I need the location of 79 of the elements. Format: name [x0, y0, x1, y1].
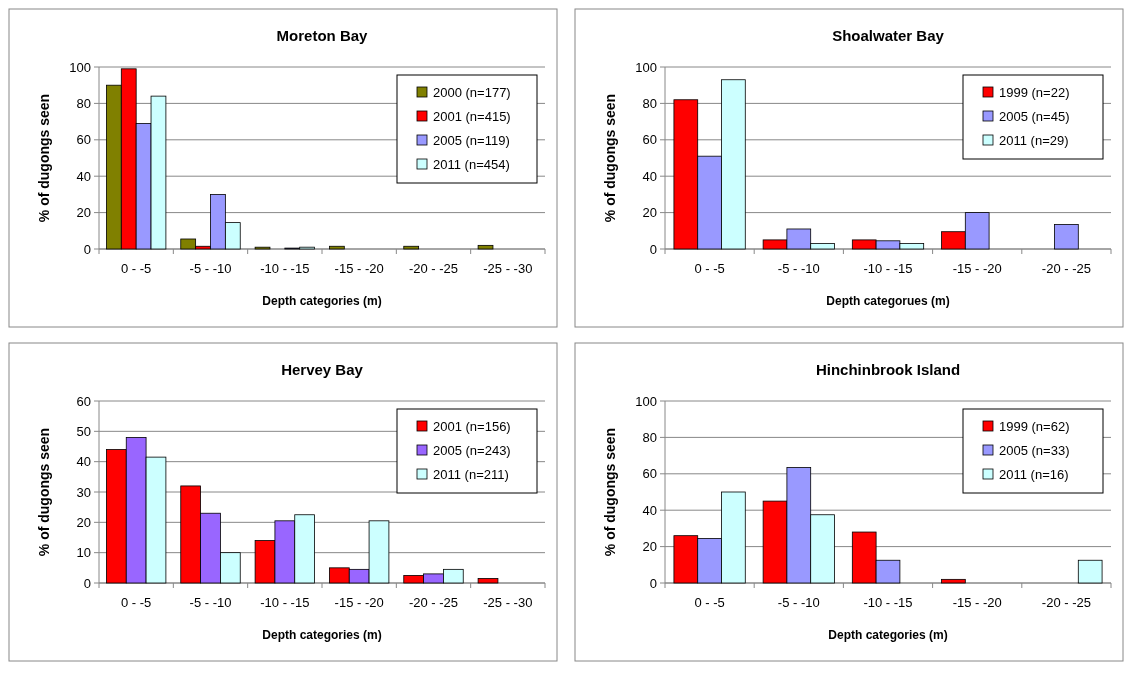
x-axis-title: Depth categorues (m): [826, 294, 950, 308]
x-tick-label: -10 - -15: [260, 261, 310, 276]
legend-label: 2005 (n=119): [433, 132, 510, 148]
legend-label: 1999 (n=62): [999, 418, 1070, 434]
y-tick-label: 60: [642, 466, 657, 482]
bar: [941, 578, 966, 584]
x-tick-label: -5 - -10: [777, 261, 820, 276]
x-tick-label: -20 - -25: [1041, 595, 1091, 610]
x-tick-label: -20 - -25: [408, 595, 459, 610]
x-tick-label: 0 - -5: [120, 261, 152, 276]
legend-label: 2011 (n=16): [999, 466, 1069, 482]
chart-title: Hervey Bay: [281, 361, 364, 378]
y-axis-title: % of dugongs seen: [602, 427, 618, 557]
legend-label: 2005 (n=33): [999, 442, 1070, 458]
x-tick-label: -15 - -20: [334, 595, 384, 610]
x-tick-label: -15 - -20: [952, 595, 1002, 610]
x-tick-label: -5 - -10: [777, 595, 820, 610]
x-tick-label: -25 - -30: [483, 595, 533, 610]
y-tick-label: 80: [642, 95, 657, 111]
legend-label: 2011 (n=211): [433, 466, 509, 482]
y-tick-label: 0: [83, 241, 91, 257]
legend-label: 1999 (n=22): [999, 84, 1070, 100]
x-tick-label: -5 - -10: [189, 595, 232, 610]
y-tick-label: 50: [76, 423, 91, 439]
bar: [477, 244, 494, 250]
y-axis-title: % of dugongs seen: [36, 427, 52, 557]
x-tick-label: -20 - -25: [408, 261, 459, 276]
y-tick-label: 20: [642, 205, 657, 221]
y-tick-label: 80: [642, 429, 657, 445]
legend-label: 2011 (n=454): [433, 156, 510, 172]
bar: [477, 578, 499, 584]
legend-label: 2005 (n=243): [433, 442, 511, 458]
y-tick-label: 10: [76, 545, 91, 561]
x-tick-label: 0 - -5: [694, 261, 725, 276]
y-tick-label: 0: [83, 575, 91, 591]
x-tick-label: -10 - -15: [863, 595, 913, 610]
legend-label: 2001 (n=156): [433, 418, 511, 434]
x-tick-label: -15 - -20: [952, 261, 1002, 276]
y-tick-label: 40: [76, 454, 91, 470]
x-tick-label: -5 - -10: [189, 261, 232, 276]
legend-label: 2011 (n=29): [999, 132, 1069, 148]
y-tick-label: 0: [649, 575, 657, 591]
x-axis-title: Depth categories (m): [262, 294, 382, 308]
y-tick-label: 60: [76, 393, 91, 409]
chart-title: Moreton Bay: [276, 27, 369, 44]
y-axis-title: % of dugongs seen: [36, 93, 52, 223]
legend-label: 2001 (n=415): [433, 108, 511, 124]
y-tick-label: 20: [642, 539, 657, 555]
bar: [1054, 224, 1079, 250]
y-tick-label: 20: [76, 514, 91, 530]
x-tick-label: -20 - -25: [1041, 261, 1091, 276]
y-tick-label: 100: [69, 59, 91, 75]
chart-title: Shoalwater Bay: [832, 27, 945, 44]
x-tick-label: 0 - -5: [694, 595, 725, 610]
x-tick-label: -10 - -15: [863, 261, 913, 276]
bar: [403, 245, 420, 250]
x-axis-title: Depth categories (m): [828, 628, 948, 642]
y-tick-label: 40: [76, 168, 91, 184]
legend-label: 2000 (n=177): [433, 84, 511, 100]
y-tick-label: 30: [76, 484, 91, 500]
chart-title: Hinchinbrook Island: [815, 361, 961, 378]
x-tick-label: -15 - -20: [334, 261, 384, 276]
x-axis-title: Depth categories (m): [262, 628, 382, 642]
y-tick-label: 80: [76, 95, 91, 111]
y-tick-label: 0: [649, 241, 657, 257]
bar: [1077, 559, 1103, 584]
y-tick-label: 100: [635, 59, 657, 75]
y-axis-title: % of dugongs seen: [602, 93, 618, 223]
y-tick-label: 20: [76, 205, 91, 221]
x-tick-label: 0 - -5: [120, 595, 152, 610]
legend-label: 2005 (n=45): [999, 108, 1070, 124]
bar: [329, 245, 345, 250]
x-tick-label: -25 - -30: [483, 261, 533, 276]
y-tick-label: 60: [76, 132, 91, 148]
y-tick-label: 60: [642, 132, 657, 148]
y-tick-label: 40: [642, 502, 657, 518]
y-tick-label: 40: [642, 168, 657, 184]
y-tick-label: 100: [635, 393, 657, 409]
x-tick-label: -10 - -15: [260, 595, 310, 610]
